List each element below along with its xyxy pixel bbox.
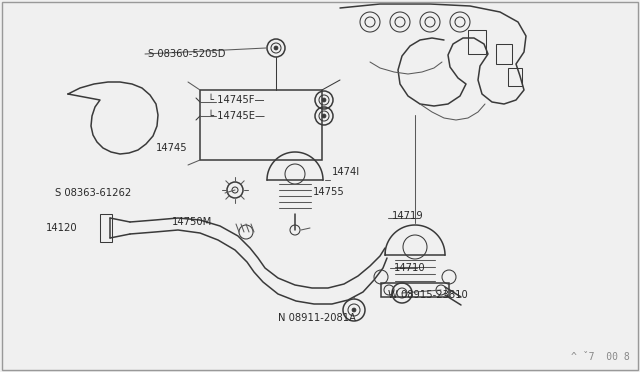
- Bar: [200, 90, 322, 160]
- Text: N 08911-2081A: N 08911-2081A: [278, 313, 356, 323]
- Circle shape: [322, 98, 326, 102]
- Text: W 08915-23810: W 08915-23810: [388, 290, 468, 300]
- Text: 14120: 14120: [46, 223, 77, 233]
- Bar: [100, 214, 112, 242]
- Text: 14745: 14745: [156, 143, 188, 153]
- Text: 14755: 14755: [313, 187, 345, 197]
- Bar: [508, 68, 522, 86]
- Bar: [496, 44, 512, 64]
- Text: 14719: 14719: [392, 211, 424, 221]
- Text: 1474l: 1474l: [332, 167, 360, 177]
- Text: └ 14745F—: └ 14745F—: [208, 95, 264, 105]
- Bar: [468, 30, 486, 54]
- Text: 14750M: 14750M: [172, 217, 212, 227]
- Circle shape: [352, 308, 356, 312]
- Text: S 08360-5205D: S 08360-5205D: [148, 49, 225, 59]
- Bar: [381, 283, 449, 297]
- Text: S 08363-61262: S 08363-61262: [55, 188, 131, 198]
- Text: └ 14745E—: └ 14745E—: [208, 111, 265, 121]
- Text: 14710: 14710: [394, 263, 426, 273]
- Text: ^ ˇ7  00 8: ^ ˇ7 00 8: [572, 352, 630, 362]
- Circle shape: [322, 114, 326, 118]
- Circle shape: [274, 46, 278, 50]
